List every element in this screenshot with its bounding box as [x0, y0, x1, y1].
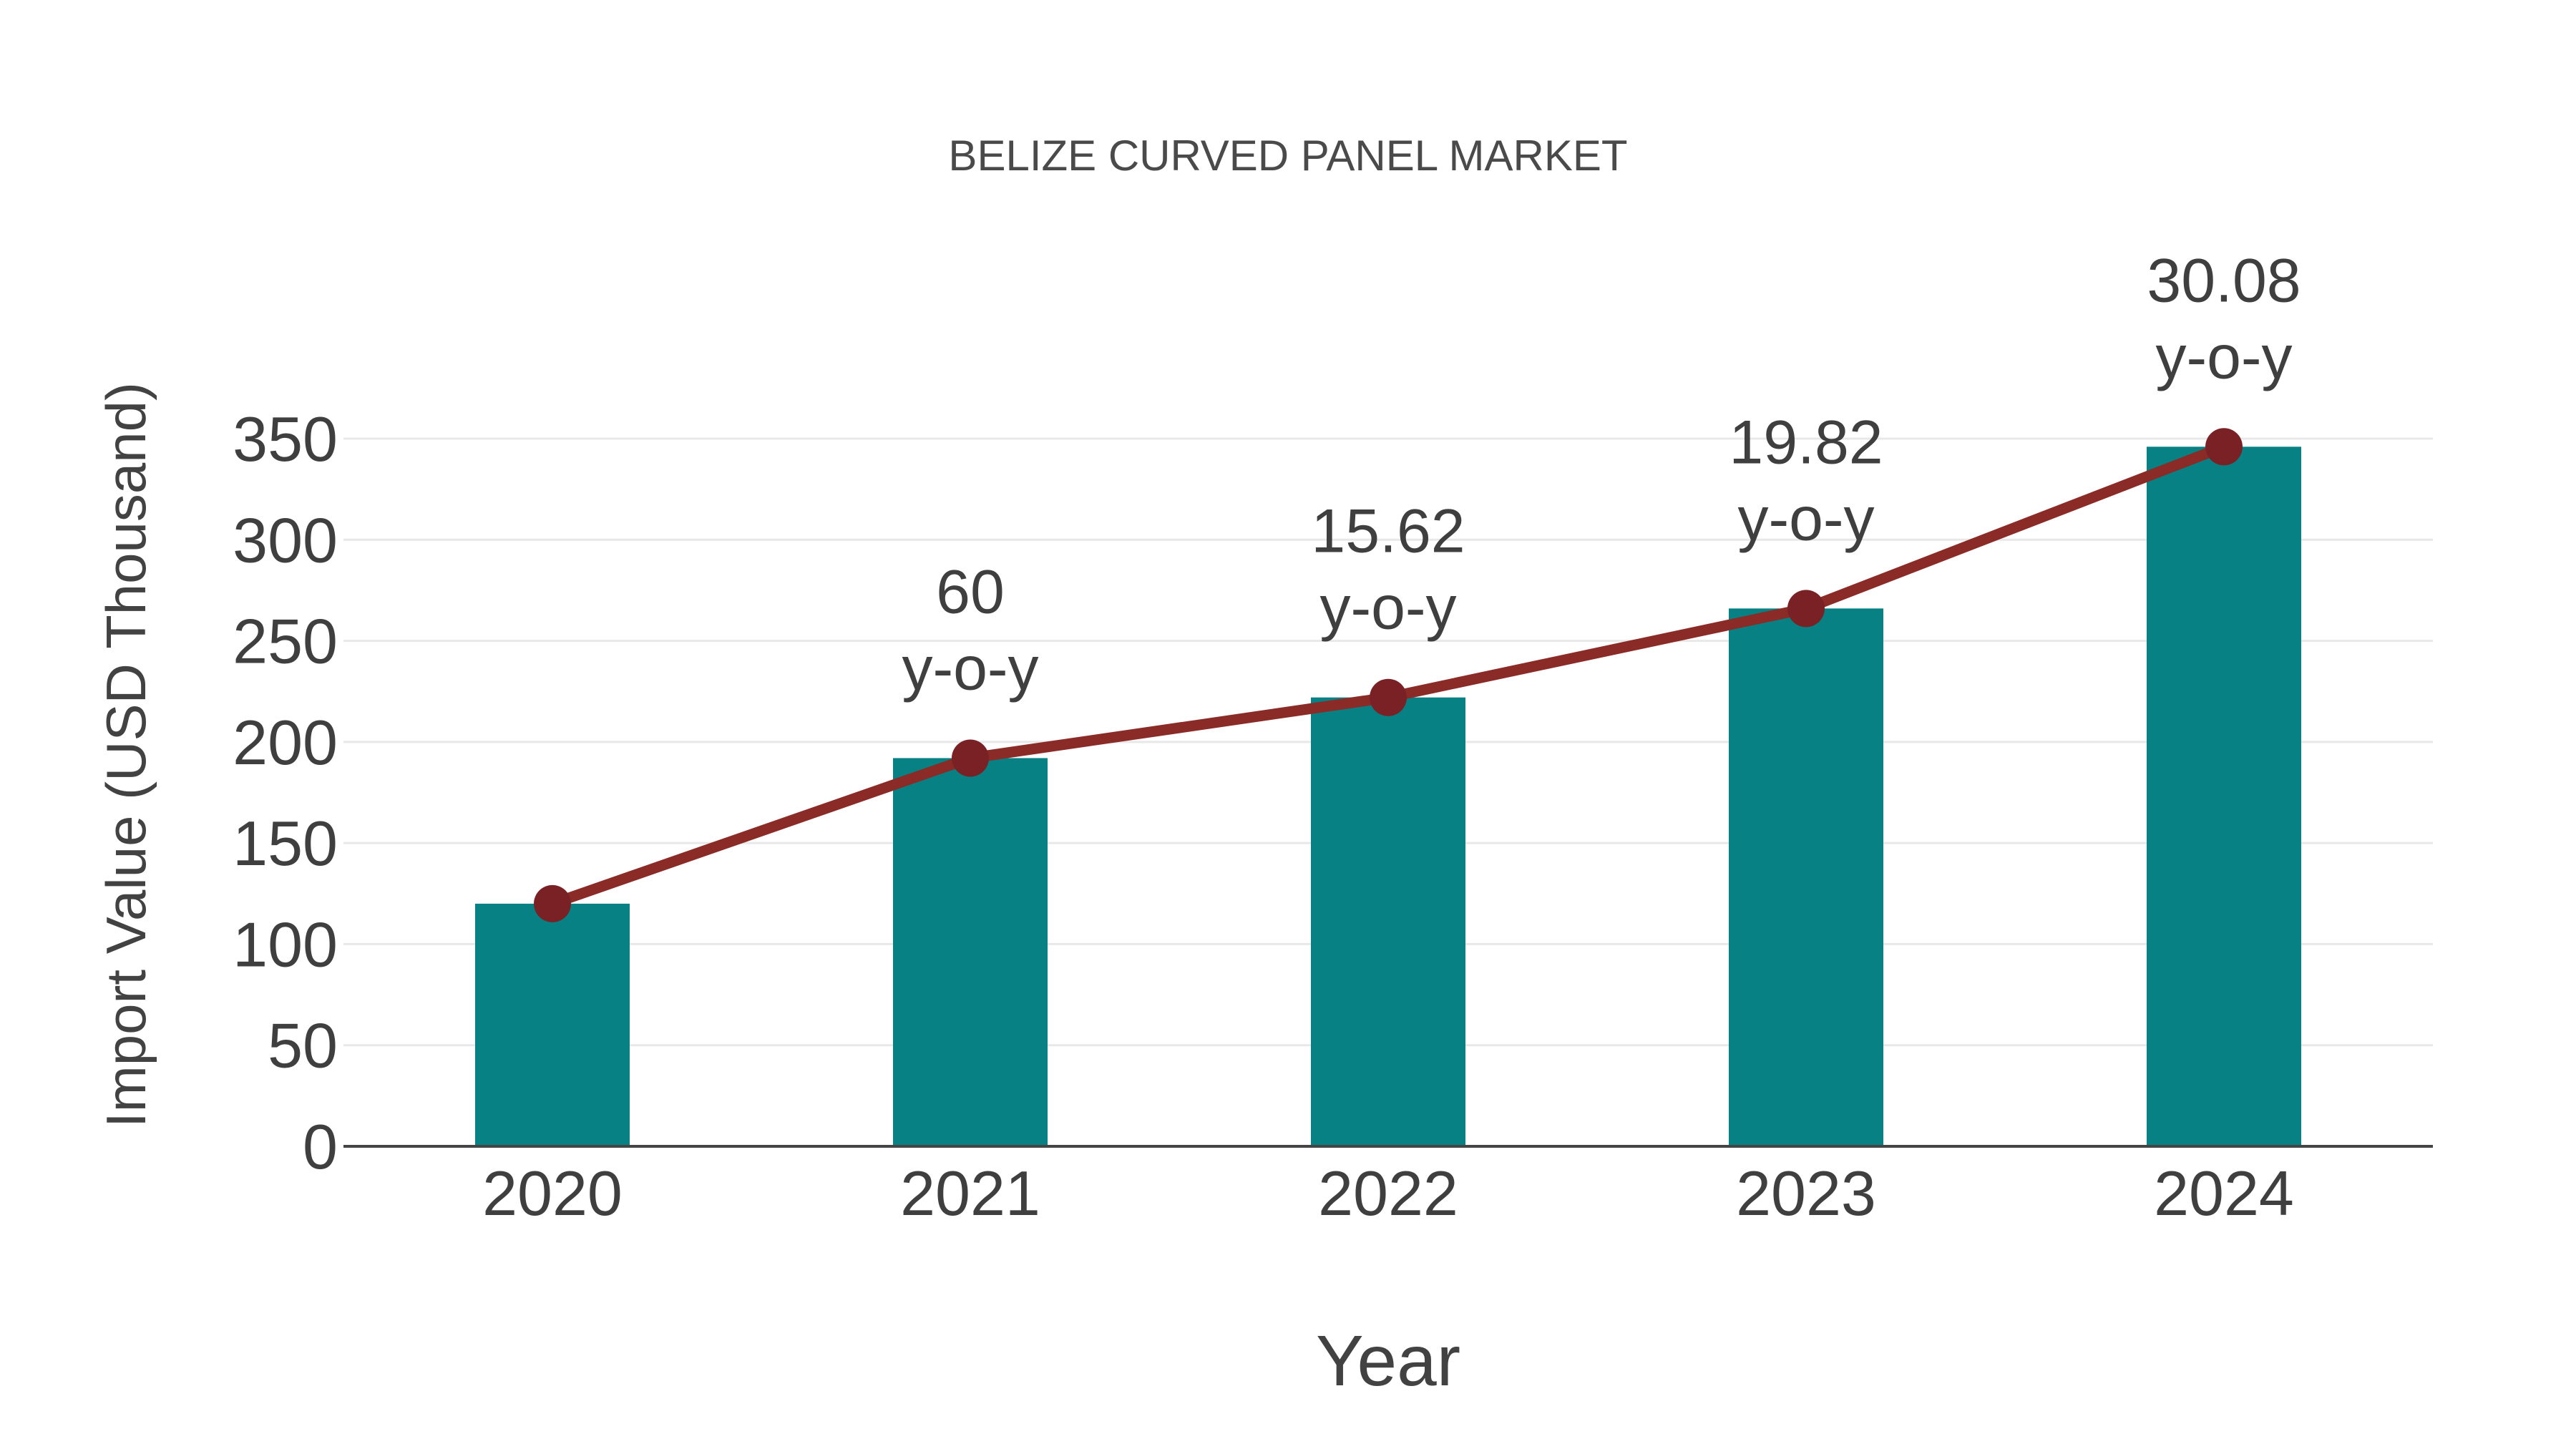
x-axis-label: Year: [1316, 1321, 1460, 1401]
annotation-suffix-2022: y-o-y: [1319, 574, 1456, 643]
y-tick-label-150: 150: [233, 808, 338, 879]
annotations-layer: 60 y-o-y 15.62 y-o-y 19.82 y-o-y 30.08 y-o-y: [902, 246, 2301, 703]
annotation-value-2023: 19.82: [1729, 408, 1883, 477]
annotation-suffix-2021: y-o-y: [902, 634, 1038, 703]
trend-marker-2024: [2205, 428, 2243, 466]
bar-2023: [1729, 608, 1883, 1146]
bar-2024: [2147, 447, 2301, 1146]
annotation-value-2022: 15.62: [1311, 497, 1465, 566]
trend-marker-2021: [952, 739, 989, 777]
y-tick-label-0: 0: [303, 1111, 338, 1182]
y-axis-label: Import Value (USD Thousand): [94, 382, 157, 1128]
bar-2020: [475, 903, 630, 1146]
chart-title: BELIZE CURVED PANEL MARKET: [948, 132, 1627, 180]
y-tick-label-350: 350: [233, 404, 338, 474]
trend-marker-2023: [1787, 590, 1825, 628]
bar-2021: [893, 758, 1048, 1146]
bar-2022: [1311, 697, 1465, 1146]
annotation-value-2024: 30.08: [2147, 246, 2301, 315]
annotation-suffix-2024: y-o-y: [2155, 323, 2292, 391]
trend-line-layer: [534, 428, 2243, 922]
y-tick-label-300: 300: [233, 504, 338, 575]
x-tick-label-2023: 2023: [1736, 1158, 1876, 1229]
annotation-suffix-2023: y-o-y: [1737, 484, 1874, 553]
y-tick-label-100: 100: [233, 909, 338, 980]
x-tick-label-2021: 2021: [900, 1158, 1040, 1229]
x-tick-label-2024: 2024: [2154, 1158, 2294, 1229]
y-tick-label-250: 250: [233, 606, 338, 677]
x-tick-label-2022: 2022: [1318, 1158, 1458, 1229]
x-tick-label-2020: 2020: [482, 1158, 623, 1229]
tick-labels-layer: 0 50 100 150 200 250 300 350 2020 2021 2022 2023 202…: [233, 404, 2294, 1229]
annotation-value-2021: 60: [936, 557, 1005, 626]
y-tick-label-50: 50: [268, 1010, 338, 1081]
trend-marker-2022: [1370, 678, 1407, 716]
bars-layer: [475, 447, 2301, 1146]
trend-marker-2020: [534, 884, 571, 922]
y-tick-label-200: 200: [233, 707, 338, 778]
